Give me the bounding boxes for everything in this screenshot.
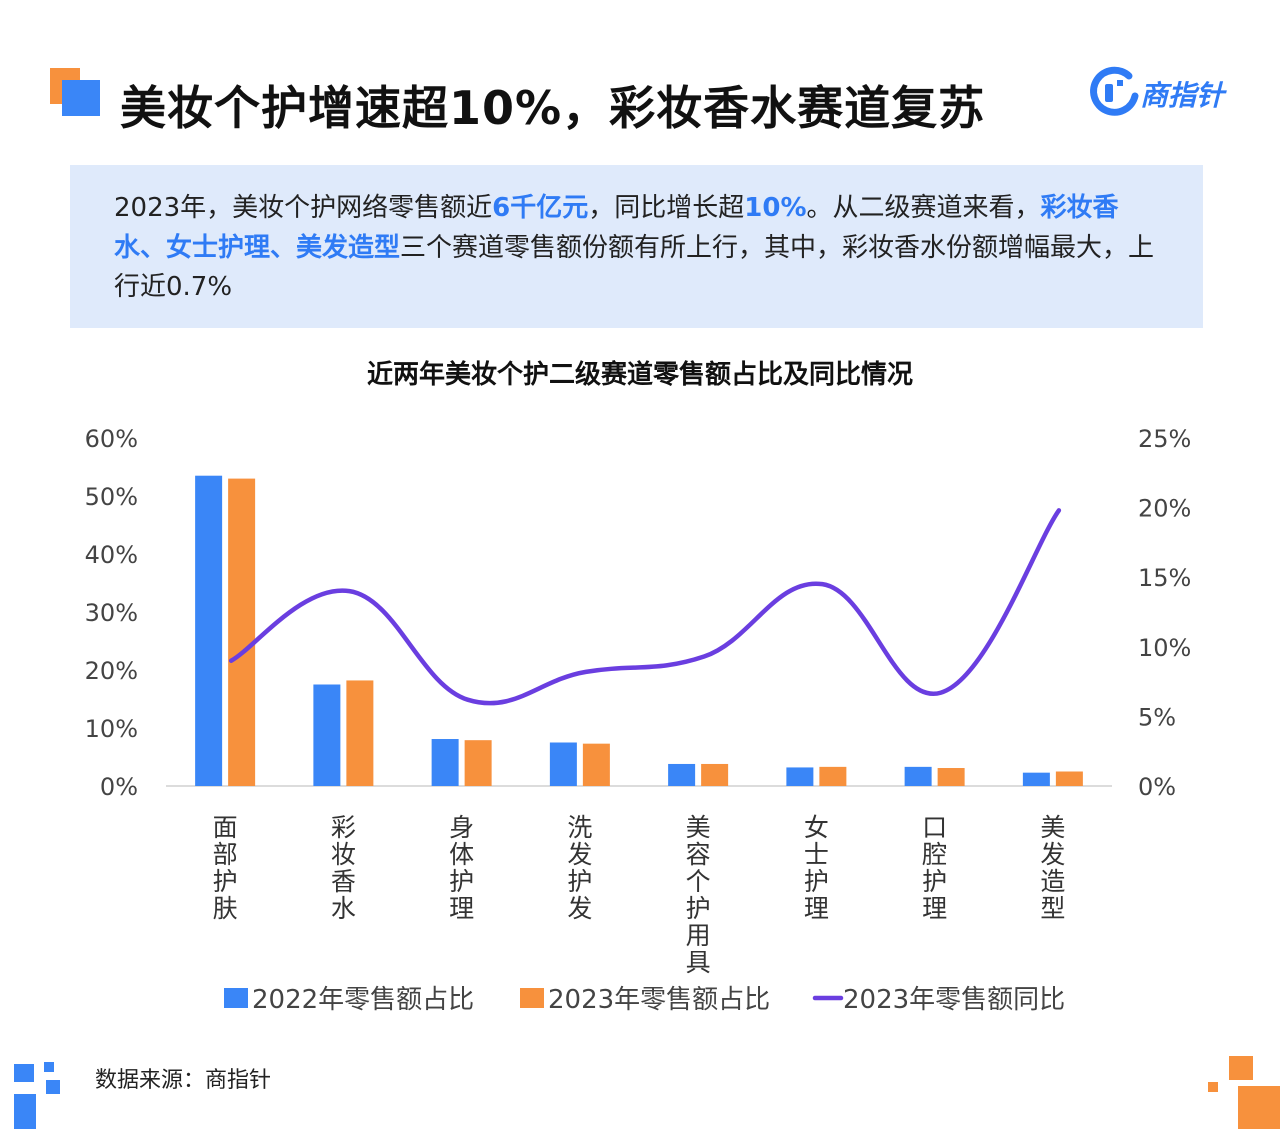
bar-2022 — [431, 739, 459, 786]
bar-2022 — [313, 684, 341, 786]
y-left-tick-label: 50% — [85, 483, 138, 511]
y-right-tick-label: 0% — [1138, 773, 1176, 801]
page-title: 美妆个护增速超10%，彩妆香水赛道复苏 — [120, 81, 986, 135]
summary-text-2: ，同比增长超 — [588, 193, 745, 223]
y-right-tick-label: 15% — [1138, 564, 1191, 592]
bar-2023 — [464, 740, 492, 786]
bar-2023 — [1055, 771, 1083, 786]
chart: 0% 10% 20% 30% 40% 50% 60% 0% 5% 10% 15% 20% 25% 面部护肤… — [85, 425, 1192, 1015]
bar-2023 — [346, 680, 374, 786]
legend-swatch — [224, 988, 248, 1008]
y-right-tick-label: 10% — [1138, 634, 1191, 662]
logo-icon — [1090, 66, 1139, 116]
summary-text-1: 2023年，美妆个护网络零售额近 — [114, 193, 493, 223]
x-tick-label: 洗发护发 — [567, 813, 592, 923]
legend-label: 2023年零售额同比 — [843, 985, 1065, 1015]
summary-text-4: 三个赛道零售额份额有所上行，其中，彩妆香水份额增幅最大，上行近0.7% — [114, 232, 1155, 303]
logo-text: 商指针 — [1140, 79, 1225, 112]
summary-highlight-1: 6千亿元 — [492, 193, 589, 223]
summary-text-3: 。从二级赛道来看， — [806, 193, 1041, 223]
footer-decoration-right — [1205, 1056, 1280, 1129]
bar-2022 — [549, 742, 577, 786]
y-left-tick-label: 40% — [85, 541, 138, 569]
x-tick-label: 口腔护理 — [922, 813, 947, 923]
chart-title: 近两年美妆个护二级赛道零售额占比及同比情况 — [366, 360, 913, 390]
y-right-tick-label: 5% — [1138, 703, 1176, 731]
legend-swatch — [520, 988, 544, 1008]
x-tick-label: 女士护理 — [804, 813, 829, 923]
y-left-tick-label: 60% — [85, 425, 138, 453]
bar-2023 — [701, 763, 729, 786]
x-tick-label: 身体护理 — [449, 813, 474, 923]
bar-2023 — [819, 766, 847, 786]
legend-label: 2022年零售额占比 — [252, 985, 474, 1015]
x-tick-label: 面部护肤 — [213, 813, 238, 923]
data-source: 数据来源：商指针 — [95, 1068, 272, 1093]
x-tick-label: 美发造型 — [1040, 813, 1065, 923]
y-left-tick-label: 0% — [100, 773, 138, 801]
x-tick-label: 彩妆香水 — [331, 813, 356, 923]
line-2023-yoy — [228, 508, 1062, 706]
title-decoration — [50, 68, 102, 120]
summary-highlight-2: 10% — [744, 193, 807, 223]
legend-label: 2023年零售额占比 — [548, 985, 770, 1015]
footer-decoration-left — [14, 1062, 62, 1129]
y-left-tick-label: 30% — [85, 599, 138, 627]
summary-highlight-3: 彩妆香水、女士护理、美发造型 — [114, 193, 1119, 263]
bar-2022 — [195, 475, 223, 786]
y-left-tick-label: 20% — [85, 657, 138, 685]
bar-2022 — [904, 766, 932, 786]
bar-2022 — [1022, 772, 1050, 786]
x-tick-label: 美容个护用具 — [686, 813, 711, 977]
y-right-tick-label: 20% — [1138, 495, 1191, 523]
bar-2023 — [937, 768, 965, 786]
summary-box: 2023年，美妆个护网络零售额近6千亿元，同比增长超10%。从二级赛道来看，彩妆… — [70, 165, 1203, 328]
y-left-tick-label: 10% — [85, 715, 138, 743]
y-right-tick-label: 25% — [1138, 425, 1191, 453]
bar-2022 — [786, 767, 814, 786]
bar-2022 — [668, 763, 696, 786]
bar-2023 — [582, 743, 610, 786]
bar-2023 — [228, 478, 256, 786]
